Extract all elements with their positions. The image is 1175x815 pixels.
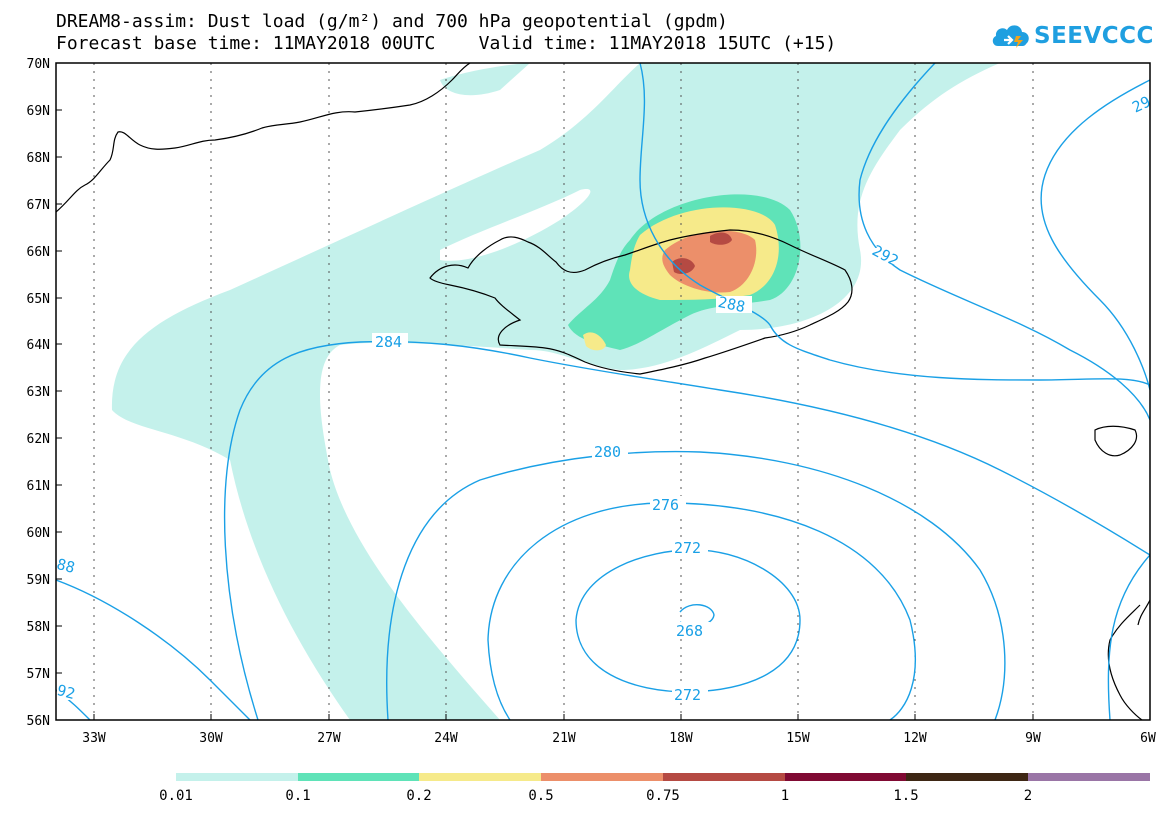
colorbar	[176, 773, 1150, 781]
contour-284	[223, 340, 1150, 720]
colorbar-swatch	[663, 773, 785, 781]
lat-label: 66N	[27, 245, 50, 260]
lon-label: 27W	[317, 731, 341, 746]
lat-label: 69N	[27, 104, 50, 119]
dust-band-0.75	[672, 258, 695, 274]
colorbar-swatch	[419, 773, 541, 781]
contour-272-inner	[575, 549, 801, 693]
lon-label: 6W	[1140, 731, 1156, 746]
title-line-1: DREAM8-assim: Dust load (g/m²) and 700 h…	[56, 11, 728, 32]
lon-label: 9W	[1025, 731, 1041, 746]
axis-ticks	[56, 109, 1034, 720]
lon-label: 30W	[199, 731, 223, 746]
contour-label-288: 288	[716, 293, 746, 316]
colorbar-swatch	[785, 773, 906, 781]
contour-label-92: 92	[55, 681, 77, 703]
contour-label-29: 29	[1129, 92, 1153, 116]
colorbar-label: 1.5	[893, 788, 918, 804]
lat-label: 62N	[27, 432, 50, 447]
lon-label: 12W	[903, 731, 927, 746]
lat-label: 61N	[27, 479, 50, 494]
colorbar-swatch	[298, 773, 419, 781]
dust-band-0.01-top	[440, 63, 530, 96]
title-line-2: Forecast base time: 11MAY2018 00UTC Vali…	[56, 33, 837, 54]
contour-label-280: 280	[594, 443, 621, 461]
dust-band-0.2-spot	[583, 332, 606, 351]
colorbar-label: 2	[1024, 788, 1032, 804]
colorbar-label: 1	[781, 788, 789, 804]
contour-280	[386, 450, 1006, 720]
dust-band-0.01	[111, 63, 1001, 720]
lat-label: 64N	[27, 338, 50, 353]
lat-label: 58N	[27, 620, 50, 635]
lon-label: 24W	[434, 731, 458, 746]
iceland-coast	[429, 229, 853, 375]
contour-292	[858, 63, 1150, 421]
colorbar-swatch	[906, 773, 1028, 781]
contour-276	[487, 502, 916, 720]
contour-288	[639, 63, 1150, 386]
logo-text: SEEVCCC	[1034, 23, 1154, 49]
colorbar-label: 0.75	[646, 788, 680, 804]
contour-label-272-bottom: 272	[674, 686, 701, 704]
lat-label: 70N	[27, 57, 50, 72]
colorbar-swatch	[541, 773, 663, 781]
geopotential-contours	[56, 63, 1150, 720]
seevccc-logo: SEEVCCC	[990, 18, 1160, 60]
colorbar-label: 0.2	[406, 788, 431, 804]
colorbar-label: 0.5	[528, 788, 553, 804]
lon-label: 15W	[786, 731, 810, 746]
cloud-icon	[992, 25, 1029, 48]
colorbar-labels: 0.01 0.1 0.2 0.5 0.75 1 1.5 2	[159, 788, 1032, 804]
dust-band-0.5	[662, 230, 757, 293]
dust-white-patch	[440, 189, 591, 261]
lon-label: 18W	[669, 731, 693, 746]
contour-label-284: 284	[375, 333, 402, 351]
dust-shading	[111, 63, 1001, 720]
faroe-coast	[1094, 425, 1138, 457]
contour-label-268: 268	[676, 622, 703, 640]
scotland-coast	[1107, 599, 1150, 720]
lat-label: 68N	[27, 151, 50, 166]
contour-labels: 284 288 292 29 280 276 272 268 272 88 92	[55, 92, 1154, 704]
lat-label: 65N	[27, 292, 50, 307]
colorbar-label: 0.01	[159, 788, 193, 804]
lon-label: 33W	[82, 731, 106, 746]
contour-label-272-top: 272	[674, 539, 701, 557]
contour-label-276: 276	[652, 496, 679, 514]
longitude-labels: 33W 30W 27W 24W 21W 18W 15W 12W 9W 6W	[82, 731, 1156, 746]
lon-label: 21W	[552, 731, 576, 746]
grid	[93, 63, 1034, 720]
contour-label-88: 88	[55, 555, 77, 577]
dust-band-0.75-b	[710, 232, 732, 245]
lat-label: 59N	[27, 573, 50, 588]
contour-276-b	[487, 639, 511, 720]
contour-296	[1040, 79, 1150, 391]
lat-label: 56N	[27, 714, 50, 729]
lat-label: 57N	[27, 667, 50, 682]
colorbar-label: 0.1	[285, 788, 310, 804]
lat-label: 67N	[27, 198, 50, 213]
lat-label: 60N	[27, 526, 50, 541]
contour-284-east	[1107, 554, 1150, 720]
colorbar-swatch	[1028, 773, 1150, 781]
latitude-labels: 70N 69N 68N 67N 66N 65N 64N 63N 62N 61N …	[27, 57, 50, 729]
contour-288-sw	[56, 579, 251, 720]
colorbar-swatch	[176, 773, 298, 781]
coastlines	[56, 63, 1150, 720]
lat-label: 63N	[27, 385, 50, 400]
greenland-coast	[56, 63, 471, 213]
